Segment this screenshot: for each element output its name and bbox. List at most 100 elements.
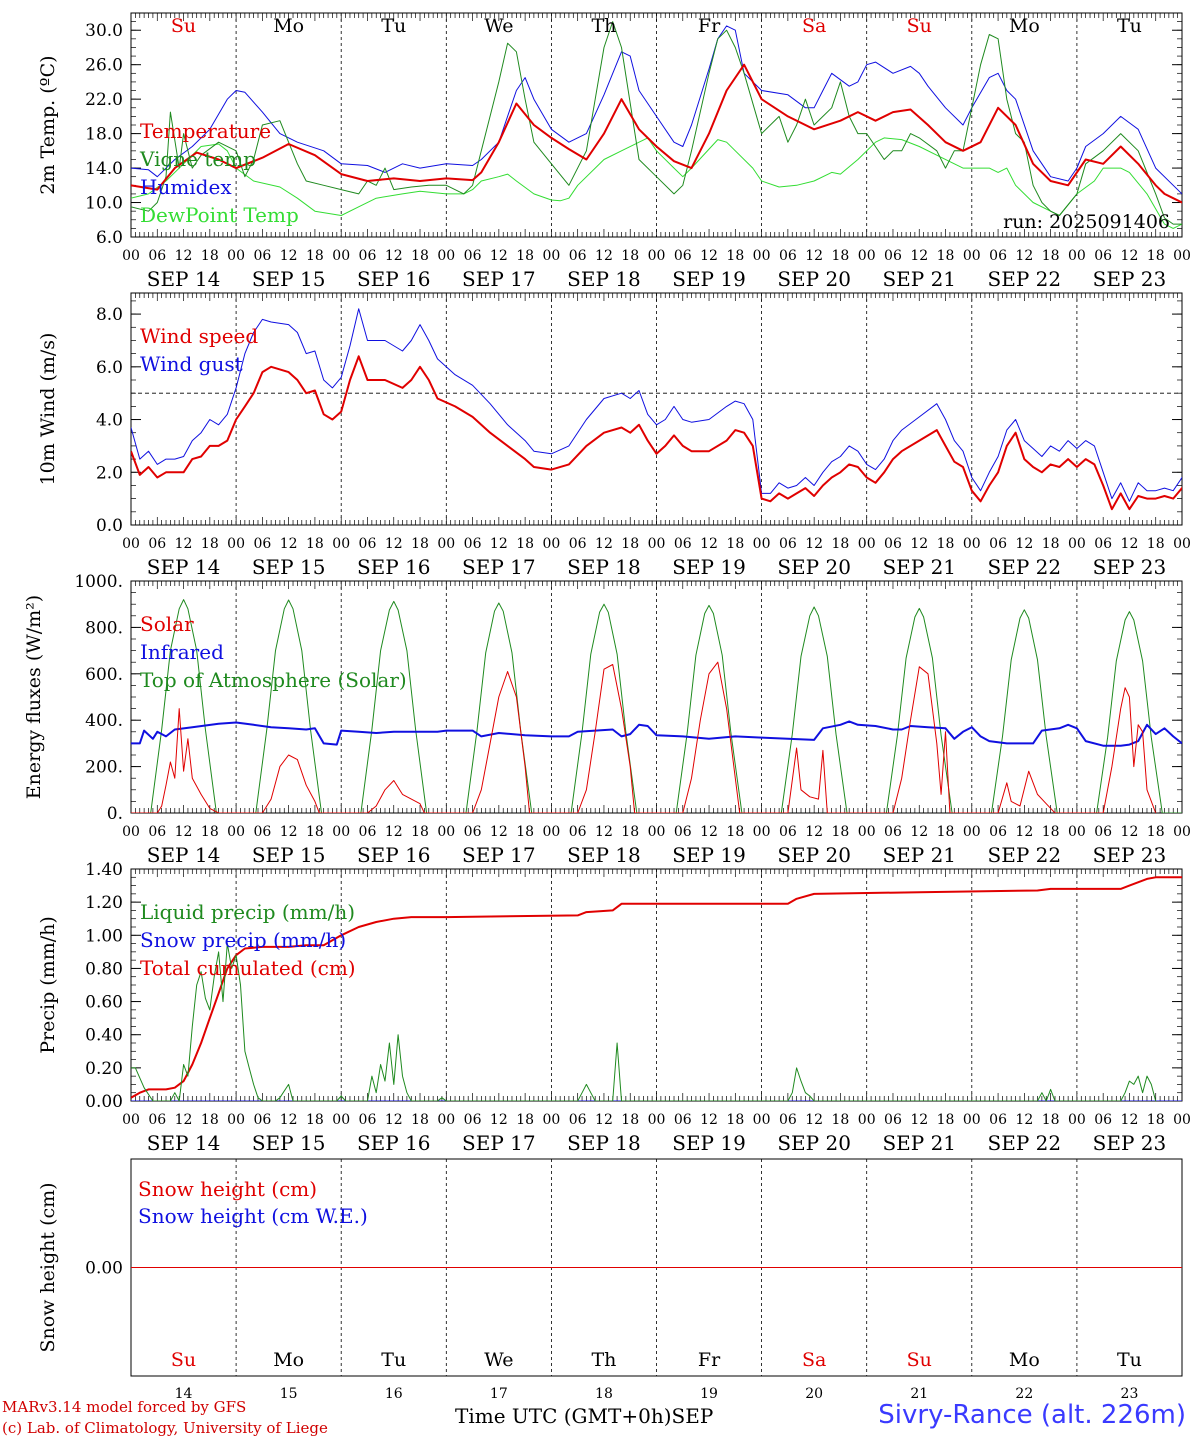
x-hour-label: 00 [542,536,560,552]
x-hour-label: 12 [805,1112,823,1128]
weekday-label: Tu [1117,1349,1142,1371]
x-hour-label: 06 [989,824,1007,840]
x-hour-label: 12 [910,1112,928,1128]
x-date-label: SEP 17 [462,1131,536,1155]
x-hour-label: 18 [201,824,219,840]
day-number-label: 15 [280,1386,298,1402]
x-hour-label: 18 [411,1112,429,1128]
x-hour-label: 00 [332,824,350,840]
x-hour-label: 12 [280,248,298,264]
x-hour-label: 18 [1042,248,1060,264]
legend-entry: Snow height (cm) [138,1177,317,1201]
y-tick-label: 0.20 [85,1059,123,1079]
x-hour-label: 18 [832,1112,850,1128]
x-hour-label: 06 [989,536,1007,552]
x-hour-label: 00 [542,824,560,840]
weekday-label: Mo [1009,1349,1040,1371]
y-tick-label: 0. [107,804,123,824]
x-hour-label: 00 [858,248,876,264]
x-hour-label: 00 [1173,248,1191,264]
y-tick-label: 0.60 [85,993,123,1013]
x-hour-label: 18 [621,1112,639,1128]
x-date-label: SEP 19 [672,1131,746,1155]
y-tick-label: 6.0 [96,228,123,248]
weekday-label: Tu [381,15,406,37]
x-hour-label: 06 [989,1112,1007,1128]
x-hour-label: 06 [148,536,166,552]
x-hour-label: 12 [910,536,928,552]
x-date-label: SEP 15 [252,843,326,867]
weekday-label: Fr [698,15,721,37]
x-hour-label: 00 [122,248,140,264]
x-hour-label: 00 [753,248,771,264]
series-line-wind-speed [131,355,1182,511]
x-hour-label: 12 [595,248,613,264]
weekday-label: Mo [273,15,304,37]
x-hour-label: 00 [648,1112,666,1128]
y-tick-label: 18.0 [85,125,123,145]
x-hour-label: 00 [122,536,140,552]
x-hour-label: 12 [1121,1112,1139,1128]
x-hour-label: 06 [359,536,377,552]
legend-entry: Wind speed [140,324,258,348]
series-line-liquid-precip-mm-h- [131,943,1157,1101]
x-hour-label: 12 [280,1112,298,1128]
x-hour-label: 18 [306,1112,324,1128]
x-hour-label: 06 [253,824,271,840]
x-hour-label: 18 [1147,536,1165,552]
x-hour-label: 00 [963,1112,981,1128]
y-tick-label: 30.0 [85,21,123,41]
x-date-label: SEP 15 [252,267,326,291]
x-date-label: SEP 16 [357,267,431,291]
y-tick-label: 26.0 [85,56,123,76]
x-date-label: SEP 22 [988,843,1062,867]
x-hour-label: 06 [253,536,271,552]
x-hour-label: 12 [700,536,718,552]
x-hour-label: 18 [1042,1112,1060,1128]
x-date-label: SEP 15 [252,1131,326,1155]
x-hour-label: 18 [516,1112,534,1128]
day-number-label: 22 [1015,1386,1033,1402]
x-hour-label: 12 [595,824,613,840]
x-date-label: SEP 17 [462,267,536,291]
x-hour-label: 18 [832,248,850,264]
day-number-label: 23 [1121,1386,1139,1402]
legend-entry: DewPoint Temp [140,203,299,227]
x-hour-label: 00 [332,1112,350,1128]
x-hour-label: 00 [648,248,666,264]
x-hour-label: 06 [464,536,482,552]
x-hour-label: 00 [332,248,350,264]
y-tick-label: 8.0 [96,305,123,325]
x-hour-label: 06 [674,536,692,552]
x-hour-label: 06 [569,1112,587,1128]
x-hour-label: 06 [989,248,1007,264]
x-hour-label: 18 [411,248,429,264]
x-hour-label: 18 [1147,248,1165,264]
model-credit: MARv3.14 model forced by GFS [2,1398,247,1416]
day-number-label: 19 [700,1386,718,1402]
x-hour-label: 06 [148,824,166,840]
y-tick-label: 400. [85,711,123,731]
x-hour-label: 12 [805,824,823,840]
day-number-label: 16 [385,1386,403,1402]
month-label: SEP [671,1404,714,1428]
weekday-label: Su [907,15,932,37]
x-date-label: SEP 20 [777,267,851,291]
x-hour-label: 12 [1015,536,1033,552]
legend-entry: Total cumulated (cm) [140,956,356,980]
x-hour-label: 12 [280,824,298,840]
x-hour-label: 00 [227,248,245,264]
x-hour-label: 00 [1068,536,1086,552]
y-axis-title: 2m Temp. (ºC) [37,55,59,194]
x-hour-label: 12 [385,248,403,264]
x-hour-label: 18 [726,824,744,840]
x-date-label: SEP 20 [777,555,851,579]
x-hour-label: 06 [1094,248,1112,264]
time-axis-title: Time UTC (GMT+0h)SEP [455,1404,713,1428]
x-hour-label: 00 [542,1112,560,1128]
y-tick-label: 6.0 [96,358,123,378]
x-hour-label: 00 [122,824,140,840]
x-hour-label: 18 [832,536,850,552]
x-hour-label: 06 [464,1112,482,1128]
